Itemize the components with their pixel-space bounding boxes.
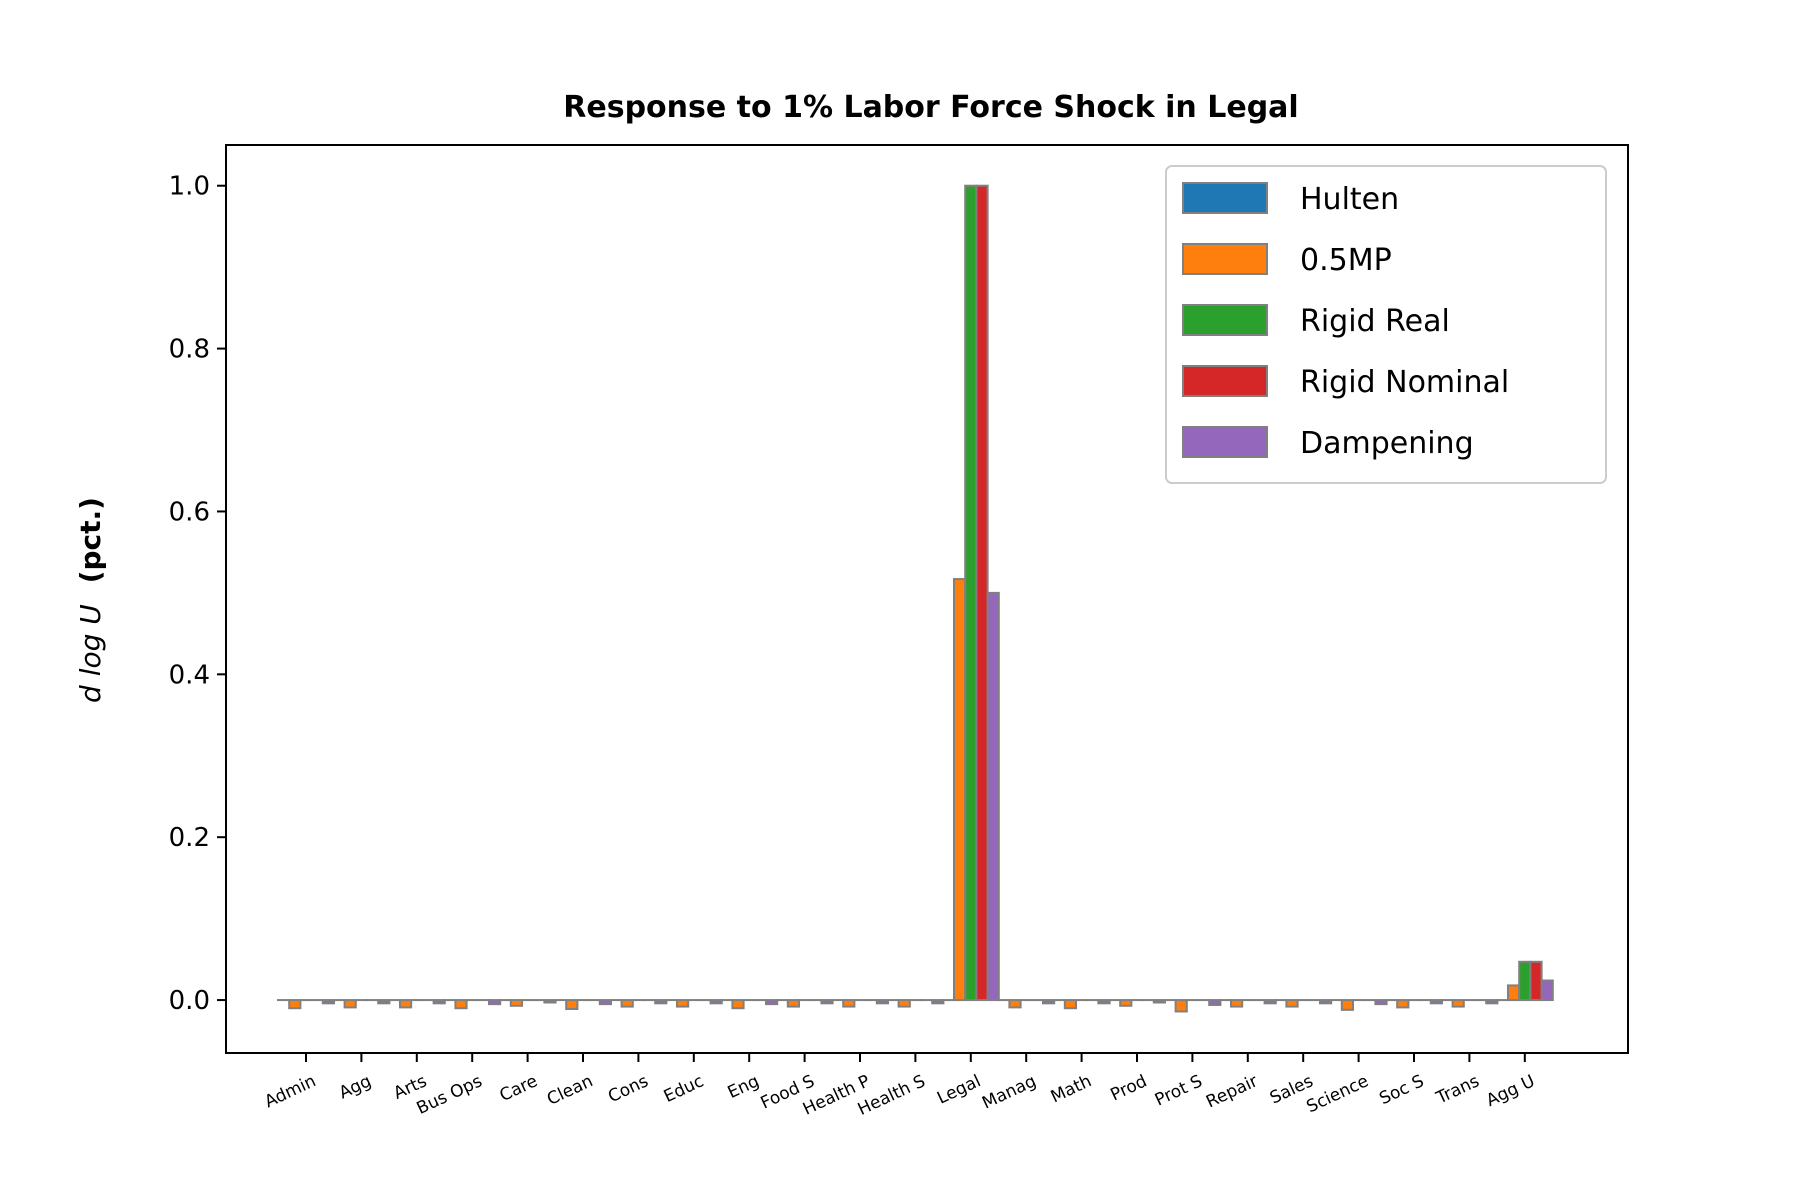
bar-dampening-care xyxy=(543,999,557,1004)
x-tick-label: Repair xyxy=(1203,1071,1261,1112)
bar-rigid-real-legal xyxy=(964,184,978,1002)
bar-dampening-math xyxy=(1097,999,1111,1005)
bar-0-5mp-agg xyxy=(343,999,357,1009)
bar-0-5mp-soc-s xyxy=(1396,999,1410,1009)
legend: Hulten 0.5MP Rigid Real Rigid Nominal Dampen… xyxy=(1165,165,1607,484)
bars-group xyxy=(277,184,1554,1013)
x-tick-label: Prod xyxy=(1108,1071,1151,1105)
x-tick-label: Soc S xyxy=(1376,1071,1427,1109)
bar-dampening-agg xyxy=(377,999,391,1005)
y-axis-label-unit: (pct.) xyxy=(74,497,107,583)
bar-0-5mp-prot-s xyxy=(1174,999,1188,1013)
x-tick-label: Trans xyxy=(1432,1071,1482,1109)
y-tick-label: 0.6 xyxy=(169,497,210,527)
y-axis-label-math: d log U xyxy=(74,604,107,703)
bar-dampening-admin xyxy=(321,999,335,1005)
bar-0-5mp-trans xyxy=(1451,999,1465,1008)
x-tick-label: Clean xyxy=(544,1071,596,1110)
bar-0-5mp-bus-ops xyxy=(454,999,468,1010)
bar-0-5mp-prod xyxy=(1119,999,1133,1007)
bar-dampening-agg-u xyxy=(1540,979,1554,1002)
bar-dampening-prot-s xyxy=(1208,999,1222,1006)
bar-0-5mp-educ xyxy=(676,999,690,1008)
legend-label: Rigid Nominal xyxy=(1300,365,1509,400)
x-tick-label: Science xyxy=(1304,1071,1372,1117)
x-tick-label: Cons xyxy=(605,1071,652,1107)
y-tick-label: 0.0 xyxy=(169,986,210,1016)
bar-rigid-nominal-legal xyxy=(975,184,989,1002)
x-tick-label: Admin xyxy=(262,1071,320,1112)
bar-dampening-soc-s xyxy=(1429,999,1444,1005)
y-tick-label: 1.0 xyxy=(169,172,210,202)
bar-0-5mp-math xyxy=(1063,999,1078,1010)
bar-rigid-real-agg-u xyxy=(1518,960,1532,1002)
chart-title: Response to 1% Labor Force Shock in Lega… xyxy=(563,90,1298,125)
bar-0-5mp-health-s xyxy=(897,999,911,1008)
legend-swatch xyxy=(1182,365,1268,397)
legend-label: Rigid Real xyxy=(1300,304,1450,339)
bar-dampening-repair xyxy=(1263,999,1277,1005)
y-tick-label: 0.4 xyxy=(169,660,210,690)
bar-0-5mp-cons xyxy=(620,999,634,1008)
bar-0-5mp-admin xyxy=(288,999,302,1010)
bar-dampening-trans xyxy=(1485,999,1499,1005)
bar-dampening-arts xyxy=(432,999,446,1005)
bar-dampening-food-s xyxy=(820,999,834,1005)
x-tick-label: Prot S xyxy=(1152,1071,1206,1110)
x-tick-label: Legal xyxy=(934,1071,984,1108)
bar-dampening-bus-ops xyxy=(488,999,502,1006)
bar-0-5mp-clean xyxy=(565,999,579,1011)
bar-0-5mp-repair xyxy=(1230,999,1244,1008)
legend-swatch xyxy=(1182,182,1268,214)
bar-dampening-sales xyxy=(1319,999,1333,1005)
bar-dampening-health-s xyxy=(931,999,945,1005)
bar-0-5mp-legal xyxy=(953,578,967,1002)
bar-0-5mp-sales xyxy=(1285,999,1299,1008)
bar-dampening-science xyxy=(1374,999,1388,1006)
bar-dampening-eng xyxy=(765,999,779,1006)
bar-dampening-manag xyxy=(1042,999,1056,1005)
plot-frame xyxy=(225,144,1629,1054)
bar-0-5mp-care xyxy=(509,999,523,1007)
y-axis-label: d log U (pct.) xyxy=(74,497,107,703)
x-tick-label: Educ xyxy=(661,1071,707,1107)
y-tick-label: 0.8 xyxy=(169,335,210,365)
bar-0-5mp-manag xyxy=(1008,999,1022,1009)
x-tick-label: Eng xyxy=(725,1071,763,1103)
x-tick-label: Math xyxy=(1048,1071,1095,1107)
bar-0-5mp-arts xyxy=(399,999,413,1009)
legend-frame xyxy=(1165,165,1607,484)
bar-rigid-nominal-agg-u xyxy=(1529,960,1543,1002)
bar-dampening-educ xyxy=(709,999,723,1005)
legend-swatch xyxy=(1182,426,1268,458)
bar-0-5mp-food-s xyxy=(786,999,800,1008)
x-tick-label: Care xyxy=(497,1071,541,1106)
x-tick-label: Manag xyxy=(979,1071,1039,1113)
bar-dampening-legal xyxy=(986,591,1000,1002)
legend-label: Hulten xyxy=(1300,182,1399,217)
legend-swatch xyxy=(1182,243,1268,275)
legend-swatch xyxy=(1182,304,1268,336)
y-axis-ticks: 0.0 0.2 0.4 0.6 0.8 1.0 xyxy=(169,172,226,1016)
legend-label: 0.5MP xyxy=(1300,243,1392,278)
y-tick-label: 0.2 xyxy=(169,823,210,853)
bar-dampening-clean xyxy=(598,999,612,1006)
x-tick-label: Agg xyxy=(336,1071,375,1103)
bar-0-5mp-science xyxy=(1340,999,1355,1011)
bar-dampening-prod xyxy=(1152,999,1167,1004)
bar-0-5mp-agg-u xyxy=(1507,984,1521,1002)
bar-0-5mp-health-p xyxy=(842,999,856,1008)
legend-label: Dampening xyxy=(1300,426,1474,461)
bar-dampening-health-p xyxy=(875,999,889,1005)
x-tick-label: Agg U xyxy=(1483,1071,1538,1111)
bar-dampening-cons xyxy=(654,999,668,1005)
bar-0-5mp-eng xyxy=(731,999,745,1010)
